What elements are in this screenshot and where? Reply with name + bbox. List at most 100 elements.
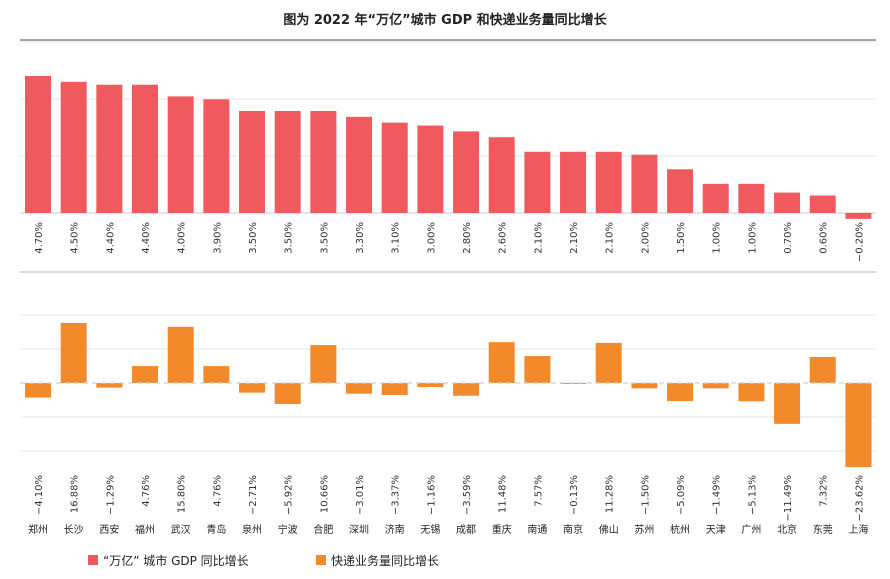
city-label-13: 重庆 (492, 523, 512, 536)
city-label-2: 西安 (99, 523, 119, 536)
gdp-value-label-15: 2.10% (569, 222, 580, 254)
gdp-value-label-18: 1.50% (676, 222, 687, 254)
express-value-label-3: 4.76% (141, 475, 152, 507)
city-label-16: 佛山 (599, 523, 619, 536)
gdp-value-label-12: 2.80% (462, 222, 473, 254)
legend: “万亿” 城市 GDP 同比增长 快递业务量同比增长 (88, 553, 439, 568)
gdp-bar-11 (417, 125, 444, 213)
gdp-value-label-4: 4.00% (177, 222, 188, 254)
express-bars (20, 322, 876, 467)
express-bar-22 (809, 356, 836, 383)
express-bar-19 (702, 383, 729, 389)
gdp-value-label-10: 3.10% (391, 222, 402, 254)
express-bar-0 (25, 383, 51, 398)
gdp-value-label-21: 0.70% (783, 222, 794, 254)
express-value-label-22: 7.32% (819, 475, 830, 507)
gdp-bar-18 (667, 169, 694, 213)
city-label-8: 合肥 (313, 523, 333, 536)
gdp-value-label-14: 2.10% (533, 222, 544, 254)
city-label-3: 福州 (135, 523, 155, 536)
express-bar-4 (167, 326, 194, 383)
gdp-value-label-19: 1.00% (712, 222, 723, 254)
city-label-22: 东莞 (813, 523, 833, 536)
gdp-bar-23 (845, 213, 872, 219)
express-value-label-5: 4.76% (212, 475, 223, 507)
gdp-value-label-22: 0.60% (819, 222, 830, 254)
gdp-bar-22 (809, 195, 836, 213)
legend-label-gdp: “万亿” 城市 GDP 同比增长 (103, 553, 249, 568)
gdp-bars (25, 76, 872, 219)
gdp-bar-20 (738, 183, 765, 213)
express-bar-21 (774, 383, 801, 424)
express-labels: −4.10% 16.88% −1.29% 4.76% 15.80% 4.76% −2.71%… (34, 475, 865, 522)
gdp-value-label-2: 4.40% (105, 222, 116, 254)
express-value-label-4: 15.80% (177, 475, 188, 513)
gdp-value-label-13: 2.60% (498, 222, 509, 254)
express-bar-16 (595, 342, 622, 383)
gdp-bar-17 (631, 154, 658, 213)
express-value-label-23: −23.62% (854, 475, 865, 522)
gdp-value-label-11: 3.00% (426, 222, 437, 254)
city-label-11: 无锡 (420, 523, 440, 536)
legend-swatch-express (316, 555, 326, 565)
express-bar-2 (96, 383, 123, 388)
gdp-value-label-0: 4.70% (34, 222, 45, 254)
express-value-label-0: −4.10% (34, 475, 45, 515)
city-label-1: 长沙 (64, 524, 84, 536)
gdp-value-label-16: 2.10% (605, 222, 616, 254)
gdp-bar-19 (702, 183, 729, 213)
express-value-label-18: −5.09% (676, 475, 687, 515)
gdp-bar-1 (60, 81, 87, 213)
express-value-label-6: −2.71% (248, 475, 259, 515)
express-bar-14 (524, 356, 551, 383)
gdp-bar-14 (524, 151, 551, 213)
legend-label-express: 快递业务量同比增长 (331, 553, 439, 568)
gdp-bar-16 (595, 151, 622, 213)
express-bar-9 (346, 383, 373, 394)
express-value-label-14: 7.57% (533, 475, 544, 507)
express-bar-23 (845, 383, 872, 467)
gdp-value-label-7: 3.50% (284, 222, 295, 254)
express-value-label-9: −3.01% (355, 475, 366, 515)
city-label-6: 泉州 (242, 523, 262, 536)
express-value-label-11: −1.16% (426, 475, 437, 515)
express-bar-17 (631, 383, 658, 389)
express-value-label-2: −1.29% (105, 475, 116, 515)
gdp-bar-6 (239, 110, 266, 213)
express-value-label-12: −3.59% (462, 475, 473, 515)
express-bar-13 (488, 342, 515, 383)
express-value-label-19: −1.49% (712, 475, 723, 515)
gdp-bar-7 (274, 110, 301, 213)
gdp-value-label-9: 3.30% (355, 222, 366, 254)
city-label-4: 武汉 (171, 523, 191, 536)
gdp-bar-13 (488, 137, 515, 213)
city-label-15: 南京 (563, 523, 583, 536)
city-label-20: 广州 (741, 524, 761, 536)
express-bar-18 (667, 383, 694, 402)
gdp-value-label-1: 4.50% (70, 222, 81, 254)
express-grid (20, 314, 876, 452)
express-bar-8 (310, 345, 337, 383)
gdp-value-label-17: 2.00% (640, 222, 651, 254)
express-value-label-1: 16.88% (70, 475, 81, 513)
express-bar-1 (60, 322, 87, 383)
express-value-label-16: 11.28% (605, 475, 616, 513)
gdp-value-label-5: 3.90% (212, 222, 223, 254)
gdp-bar-8 (310, 110, 337, 213)
gdp-value-label-8: 3.50% (319, 222, 330, 254)
gdp-bar-10 (381, 122, 408, 213)
gdp-value-label-23: −0.20% (854, 222, 865, 262)
express-value-label-10: −3.37% (391, 475, 402, 515)
gdp-bar-15 (560, 151, 587, 213)
gdp-labels: 4.70% 4.50% 4.40% 4.40% 4.00% 3.90% 3.50% 3.50%… (34, 222, 865, 262)
gdp-bar-0 (25, 76, 51, 213)
express-bar-7 (274, 383, 301, 405)
gdp-value-label-3: 4.40% (141, 222, 152, 254)
express-value-label-17: −1.50% (640, 475, 651, 515)
gdp-bar-12 (453, 131, 480, 213)
gdp-value-label-6: 3.50% (248, 222, 259, 254)
gdp-bar-9 (346, 116, 373, 213)
express-bar-3 (132, 366, 159, 383)
gdp-bar-3 (132, 84, 159, 213)
